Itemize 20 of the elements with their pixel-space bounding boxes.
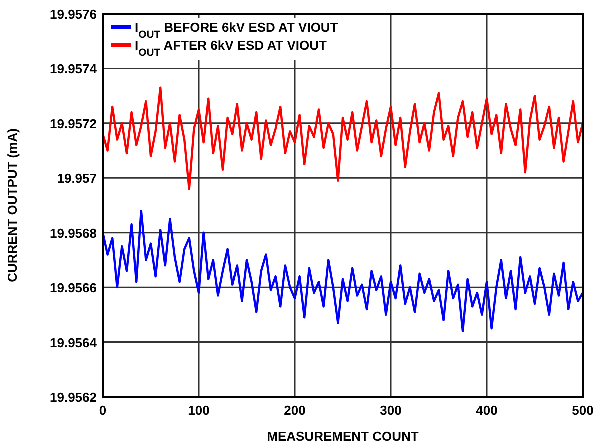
x-axis-title: MEASUREMENT COUNT	[267, 429, 419, 444]
legend-label: I$_{OUT}$ BEFORE 6kV ESD AT VIOUT	[135, 20, 338, 40]
y-tick-label: 19.9568	[50, 226, 97, 241]
y-tick-label: 19.9572	[50, 116, 97, 132]
x-tick-label: 100	[188, 403, 210, 418]
x-tick-label: 400	[476, 403, 498, 418]
y-tick-label: 19.9562	[50, 390, 97, 405]
x-tick-label: 200	[284, 403, 306, 418]
x-tick-label: 300	[380, 403, 402, 418]
y-axis-title: CURRENT OUTPUT (mA)	[5, 128, 20, 282]
y-tick-label: 19.9566	[50, 280, 97, 296]
y-tick-label: 19.9574	[50, 62, 98, 77]
legend-label: I$_{OUT}$ AFTER 6kV ESD AT VIOUT	[135, 38, 327, 58]
y-tick-label: 19.9576	[50, 7, 97, 22]
y-tick-label: 19.957	[57, 171, 97, 186]
line-series	[102, 210, 584, 332]
x-tick-label: 500	[572, 403, 594, 418]
x-tick-label: 0	[99, 403, 107, 418]
y-tick-label: 19.9564	[50, 335, 98, 350]
line-series	[102, 86, 584, 190]
